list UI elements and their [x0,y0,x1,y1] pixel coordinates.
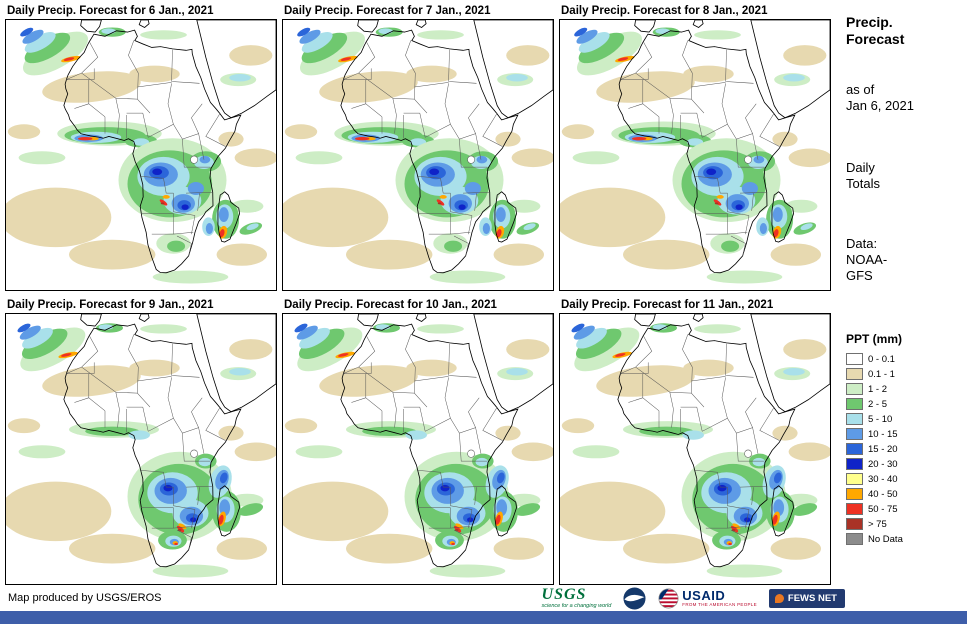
usaid-logo: USAID FROM THE AMERICAN PEOPLE [658,588,757,609]
legend-color-swatch [846,443,863,455]
legend-color-swatch [846,503,863,515]
usgs-logo: USGS science for a changing world [541,585,612,610]
africa-precip-map-jan6 [5,19,277,291]
africa-precip-map-jan8 [559,19,831,291]
forecast-panel-1: Daily Precip. Forecast for 6 Jan., 2021 [5,3,277,291]
legend-entry-label: 10 - 15 [868,428,898,440]
noaa-logo [623,586,646,610]
legend-color-swatch [846,353,863,365]
legend-title: PPT (mm) [846,332,903,346]
legend-entry-label: No Data [868,533,903,545]
africa-map-svg [560,20,830,290]
legend-entry: 2 - 5 [846,398,963,410]
as-of-date: as of Jan 6, 2021 [846,82,914,113]
africa-precip-map-jan9 [5,313,277,585]
legend-entry-label: 40 - 50 [868,488,898,500]
main-area: Daily Precip. Forecast for 6 Jan., 2021 … [5,0,967,585]
legend-entry: 50 - 75 [846,503,963,515]
africa-precip-map-jan10 [282,313,554,585]
sidebar: Precip. Forecast as of Jan 6, 2021 Daily… [836,0,967,585]
usaid-logo-text: USAID [682,587,726,603]
footer: Map produced by USGS/EROS USGS science f… [0,585,967,611]
legend-entry: No Data [846,533,963,545]
usgs-logo-text: USGS [541,585,587,603]
usgs-tagline: science for a changing world [541,602,612,609]
legend-entry: 5 - 10 [846,413,963,425]
legend-color-swatch [846,518,863,530]
map-credit: Map produced by USGS/EROS [8,592,162,604]
daily-totals-label: Daily Totals [846,160,880,191]
africa-map-svg [560,314,830,584]
precip-legend: 0 - 0.1 0.1 - 1 1 - 2 2 - 5 [846,353,963,545]
panel-title: Daily Precip. Forecast for 7 Jan., 2021 [284,5,491,17]
panel-title: Daily Precip. Forecast for 9 Jan., 2021 [7,299,214,311]
legend-entry: 30 - 40 [846,473,963,485]
legend-entry: 0 - 0.1 [846,353,963,365]
africa-map-svg [6,314,276,584]
legend-color-swatch [846,383,863,395]
legend-entry-label: 5 - 10 [868,413,893,425]
usaid-tagline: FROM THE AMERICAN PEOPLE [682,601,757,607]
forecast-panel-2: Daily Precip. Forecast for 7 Jan., 2021 [282,3,554,291]
footer-logos: USGS science for a changing world [541,585,845,610]
africa-map-svg [283,314,553,584]
legend-color-swatch [846,533,863,545]
legend-entry: 10 - 15 [846,428,963,440]
legend-entry: 15 - 20 [846,443,963,455]
legend-entry-label: > 75 [868,518,887,530]
fews-net-logo: FEWS NET [768,588,845,608]
legend-entry-label: 0 - 0.1 [868,353,895,365]
forecast-panel-5: Daily Precip. Forecast for 10 Jan., 2021 [282,297,554,585]
legend-entry: 20 - 30 [846,458,963,470]
legend-entry: 1 - 2 [846,383,963,395]
legend-color-swatch [846,428,863,440]
legend-entry: 0.1 - 1 [846,368,963,380]
legend-color-swatch [846,488,863,500]
forecast-panel-3: Daily Precip. Forecast for 8 Jan., 2021 [559,3,831,291]
africa-precip-map-jan11 [559,313,831,585]
legend-entry: > 75 [846,518,963,530]
panel-title: Daily Precip. Forecast for 6 Jan., 2021 [7,5,214,17]
panel-title: Daily Precip. Forecast for 8 Jan., 2021 [561,5,768,17]
legend-color-swatch [846,458,863,470]
legend-entry-label: 1 - 2 [868,383,888,395]
fews-net-emblem-icon [774,593,784,603]
legend-color-swatch [846,398,863,410]
legend-entry: 40 - 50 [846,488,963,500]
sidebar-title: Precip. Forecast [846,14,905,47]
fews-net-logo-text: FEWS NET [787,592,837,604]
africa-map-svg [6,20,276,290]
legend-color-swatch [846,413,863,425]
forecast-map-grid: Daily Precip. Forecast for 6 Jan., 2021 … [5,3,831,585]
africa-precip-map-jan7 [282,19,554,291]
panel-title: Daily Precip. Forecast for 10 Jan., 2021 [284,299,497,311]
usaid-emblem-icon [658,588,679,608]
legend-entry-label: 30 - 40 [868,473,898,485]
legend-entry-label: 2 - 5 [868,398,888,410]
legend-color-swatch [846,368,863,380]
legend-entry-label: 20 - 30 [868,458,898,470]
legend-color-swatch [846,473,863,485]
panel-title: Daily Precip. Forecast for 11 Jan., 2021 [561,299,774,311]
legend-entry-label: 15 - 20 [868,443,898,455]
bottom-accent-bar [0,611,967,624]
noaa-emblem-icon [623,586,646,610]
forecast-panel-4: Daily Precip. Forecast for 9 Jan., 2021 [5,297,277,585]
data-source-label: Data: NOAA- GFS [846,236,888,283]
forecast-panel-6: Daily Precip. Forecast for 11 Jan., 2021 [559,297,831,585]
legend-entry-label: 0.1 - 1 [868,368,895,380]
africa-map-svg [283,20,553,290]
legend-entry-label: 50 - 75 [868,503,898,515]
